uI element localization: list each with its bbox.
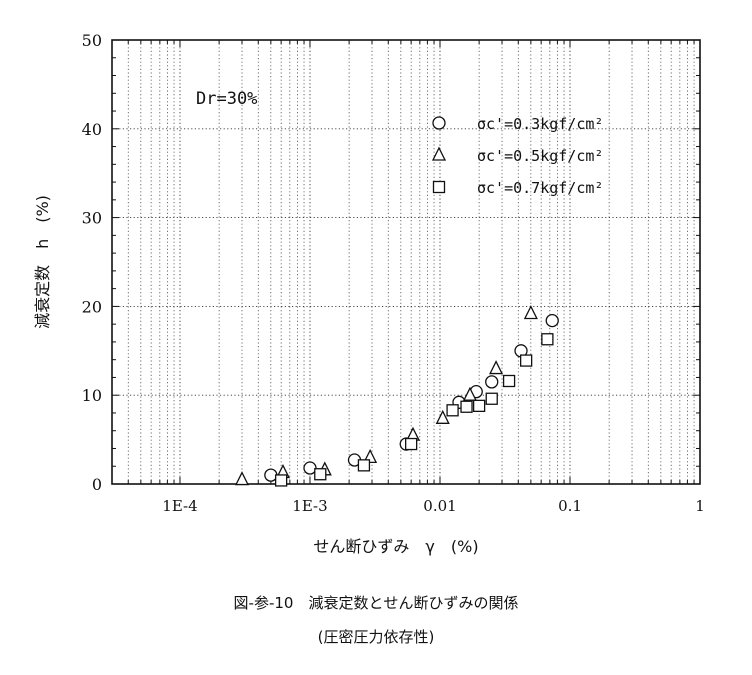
x-tick-label: 0.01 [423, 497, 456, 515]
data-point-circle [303, 461, 317, 475]
y-tick-label: 50 [82, 31, 102, 50]
figure-subcaption: (圧密圧力依存性) [317, 628, 435, 646]
data-points [234, 305, 559, 487]
data-point-square [446, 404, 459, 417]
data-point-triangle [489, 360, 504, 375]
data-point-circle [545, 313, 559, 328]
data-point-circle [485, 375, 499, 389]
grid-lines [112, 40, 700, 484]
y-tick-label: 0 [92, 475, 102, 494]
data-point-triangle [462, 386, 477, 401]
data-point-square [541, 333, 554, 346]
y-axis-title: 減衰定数 h (%) [33, 195, 52, 329]
legend-label: σc'=0.5kgf/cm² [477, 147, 603, 165]
density-annotation: Dr=30% [196, 89, 257, 109]
data-point-triangle [435, 409, 450, 424]
y-tick-label: 10 [82, 386, 102, 405]
y-tick-label: 40 [82, 120, 102, 139]
legend-marker-square [432, 180, 446, 194]
data-point-triangle [234, 471, 250, 486]
y-tick-label: 30 [82, 209, 102, 228]
figure-caption: 図-参-10 減衰定数とせん断ひずみの関係 [233, 594, 519, 612]
data-point-square [472, 399, 486, 413]
data-point-square [274, 474, 288, 487]
plot-frame [111, 39, 701, 485]
data-point-square [520, 354, 533, 367]
series-square [274, 333, 554, 487]
x-tick-label: 1E-3 [292, 497, 327, 515]
series-circle [264, 313, 559, 482]
x-tick-label: 1E-4 [162, 497, 197, 515]
data-point-square [460, 400, 473, 413]
legend: σc'=0.3kgf/cm² σc'=0.5kgf/cm² σc'=0.7kgf/c… [431, 115, 603, 197]
data-point-square [357, 459, 371, 472]
data-point-square [314, 468, 327, 481]
x-tick-label: 1 [695, 497, 705, 515]
x-tick-labels: 1E-4 1E-3 0.01 0.1 1 [162, 497, 704, 515]
data-point-square [404, 437, 418, 451]
legend-label: σc'=0.7kgf/cm² [477, 179, 603, 197]
y-tick-labels: 0 10 20 30 40 50 [82, 31, 102, 494]
tick-marks [112, 39, 700, 485]
data-point-square [485, 392, 498, 405]
data-point-triangle [523, 305, 538, 320]
legend-marker-triangle [431, 146, 447, 161]
legend-label: σc'=0.3kgf/cm² [477, 115, 603, 133]
x-axis-title: せん断ひずみ γ (%) [313, 537, 478, 556]
x-tick-label: 0.1 [558, 497, 582, 515]
data-point-square [502, 374, 516, 388]
y-tick-label: 20 [82, 297, 102, 316]
legend-marker-circle [432, 116, 446, 130]
